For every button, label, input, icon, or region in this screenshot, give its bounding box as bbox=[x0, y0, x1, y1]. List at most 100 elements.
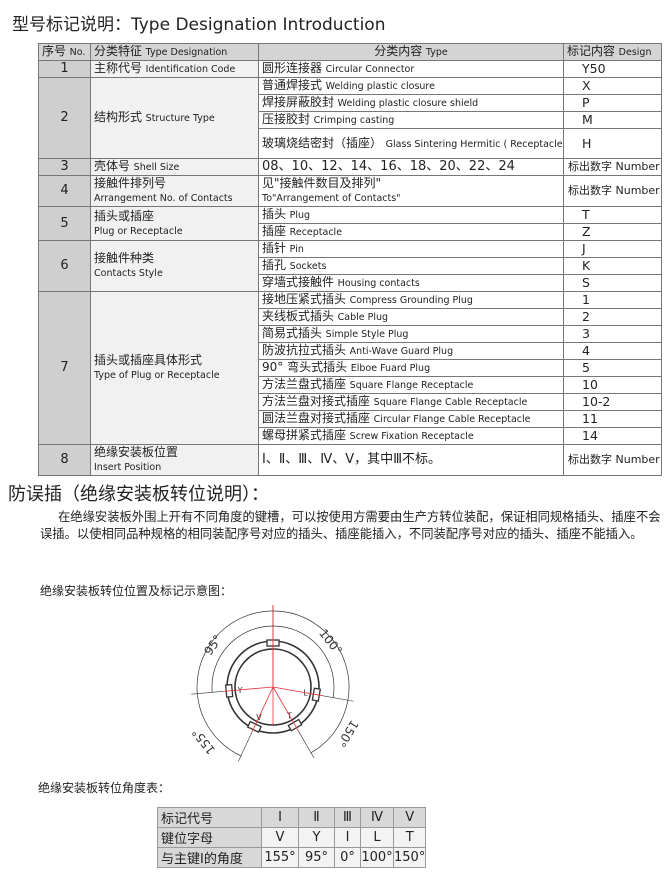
cell: L bbox=[360, 827, 394, 848]
cell: 0° bbox=[334, 847, 361, 868]
type-cell: 简易式插头 Simple Style Plug bbox=[258, 325, 564, 343]
type-cell: 玻璃烧结密封（插座） Glass Sintering Hermitic ( Re… bbox=[258, 128, 564, 159]
type-en: Welding plastic closure bbox=[325, 81, 435, 92]
type-cell: 方法兰盘对接式插座 Square Flange Cable Receptacle bbox=[258, 393, 564, 411]
key-letter: Y bbox=[237, 686, 243, 695]
type-cn: 穿墙式接触件 bbox=[262, 275, 335, 290]
design-code: J bbox=[563, 240, 662, 258]
design-code: 标出数字 Number bbox=[563, 175, 662, 207]
header-cell: 分类特征 Type Designation bbox=[90, 43, 259, 61]
type-cell: 插孔 Sockets bbox=[258, 257, 564, 275]
type-en: Glass Sintering Hermitic ( Receptacle ) bbox=[385, 138, 564, 150]
design-code: 3 bbox=[563, 325, 662, 343]
type-en: Housing contacts bbox=[337, 278, 420, 289]
row-number: 3 bbox=[38, 158, 91, 176]
type-en: Pin bbox=[289, 244, 304, 255]
type-cell: 08、10、12、14、16、18、20、22、24 bbox=[258, 158, 564, 176]
description-paragraph: 在绝缘安装板外围上开有不同角度的键槽，可以按使用方需要由生产方转位装配，保证相同… bbox=[40, 510, 661, 541]
cell: Ⅲ bbox=[334, 807, 361, 828]
table-row: 简易式插头 Simple Style Plug 3 bbox=[39, 325, 662, 343]
feature-en: Identification Code bbox=[145, 64, 236, 75]
dimension-arc bbox=[272, 625, 335, 698]
cell: Y bbox=[298, 827, 335, 848]
type-en: Welding plastic closure shield bbox=[337, 98, 479, 109]
table-row: 5 插头或插座 Plug or Receptacle 插头 Plug T bbox=[38, 206, 662, 241]
table-row: 方法兰盘对接式插座 Square Flange Cable Receptacle… bbox=[39, 393, 662, 411]
angle-label: 150° bbox=[334, 718, 361, 750]
angle-line bbox=[223, 686, 274, 692]
type-cn: 玻璃烧结密封（插座） bbox=[262, 135, 383, 150]
type-en: Receptacle bbox=[289, 227, 343, 238]
feature-cn: 插头或插座具体形式 bbox=[94, 353, 203, 367]
design-code: M bbox=[563, 111, 662, 129]
type-cn: 方法兰盘式插座 bbox=[262, 377, 347, 392]
extension-line bbox=[297, 730, 315, 759]
feature-cell: 接触件排列号 Arrangement No. of Contacts bbox=[90, 175, 259, 207]
table-row: 插座 Receptacle Z bbox=[39, 223, 662, 241]
feature-en: Structure Type bbox=[145, 113, 215, 124]
design-code: Z bbox=[563, 223, 662, 241]
type-cell: 穿墙式接触件 Housing contacts bbox=[258, 274, 564, 292]
type-cn: 插针 bbox=[262, 241, 287, 256]
key-letter: L bbox=[303, 689, 308, 698]
table-row: 穿墙式接触件 Housing contacts S bbox=[39, 274, 662, 292]
cell: 155° bbox=[261, 847, 299, 868]
type-cn: 圆法兰盘对接式插座 bbox=[262, 411, 371, 426]
design-code: 2 bbox=[563, 308, 662, 326]
cell: Ⅴ bbox=[392, 807, 427, 828]
row-number: 7 bbox=[38, 291, 91, 445]
type-cn: 方法兰盘对接式插座 bbox=[262, 394, 371, 409]
type-cn: 08、10、12、14、16、18、20、22、24 bbox=[262, 159, 515, 174]
type-cell: 见"接触件数目及排列" To"Arrangement of Contacts" bbox=[258, 175, 564, 207]
feature-cell: 接触件种类 Contacts Style bbox=[90, 240, 259, 292]
design-code: 标出数字 Number bbox=[563, 158, 662, 176]
type-cell: 螺母拼紧式插座 Screw Fixation Receptacle bbox=[258, 427, 564, 445]
table-row: 6 接触件种类 Contacts Style 插针 Pin J bbox=[38, 240, 662, 292]
design-code: P bbox=[563, 94, 662, 112]
angle-label: 155° bbox=[189, 725, 218, 756]
type-en: Square Flange Receptacle bbox=[349, 380, 474, 391]
cell: T bbox=[392, 827, 427, 848]
angle-table-row-codes: 标记代号 Ⅰ Ⅱ Ⅲ Ⅳ Ⅴ bbox=[157, 807, 427, 828]
feature-cell: 绝缘安装板位置 Insert Position bbox=[90, 444, 259, 476]
extension-line bbox=[322, 695, 354, 702]
insert-rotation-diagram: IYVLT95°155°100°150° bbox=[189, 605, 361, 762]
header-cell: 分类内容 Type bbox=[258, 43, 564, 61]
table-row: 8 绝缘安装板位置 Insert Position Ⅰ、Ⅱ、Ⅲ、Ⅳ、Ⅴ，其中Ⅲ不标。 … bbox=[38, 444, 662, 476]
dimension-arc bbox=[272, 610, 350, 754]
type-en: Cable Plug bbox=[337, 312, 389, 323]
angle-label: 100° bbox=[316, 626, 345, 657]
angle-line bbox=[272, 686, 299, 731]
type-cell: Ⅰ、Ⅱ、Ⅲ、Ⅳ、Ⅴ，其中Ⅲ不标。 bbox=[258, 444, 564, 476]
type-cell: 防波抗拉式插头 Anti-Wave Guard Plug bbox=[258, 342, 564, 360]
design-code: T bbox=[563, 206, 662, 224]
key-letter: V bbox=[256, 713, 262, 722]
type-cell: 压接胶封 Crimping casting bbox=[258, 111, 564, 129]
feature-cell: 结构形式 Structure Type bbox=[90, 77, 259, 159]
type-designation-table: 序号 No. 分类特征 Type Designation 分类内容 Type 标记内容… bbox=[38, 43, 662, 476]
feature-cn: 壳体号 bbox=[94, 159, 131, 174]
type-en: Circular Flange Cable Receptacle bbox=[373, 414, 531, 425]
table-row: 夹线板式插头 Cable Plug 2 bbox=[39, 308, 662, 326]
type-en: Circular Connector bbox=[325, 64, 415, 75]
table-row: 玻璃烧结密封（插座） Glass Sintering Hermitic ( Re… bbox=[39, 128, 662, 159]
angle-line bbox=[272, 686, 323, 697]
header-en: Type bbox=[425, 47, 448, 58]
table-row: 圆法兰盘对接式插座 Circular Flange Cable Receptac… bbox=[39, 410, 662, 428]
design-code: H bbox=[563, 128, 662, 159]
type-en: To"Arrangement of Contacts" bbox=[262, 193, 401, 204]
type-cell: 圆法兰盘对接式插座 Circular Flange Cable Receptac… bbox=[258, 410, 564, 428]
feature-en: Type of Plug or Receptacle bbox=[94, 370, 220, 381]
feature-cell: 插头或插座 Plug or Receptacle bbox=[90, 206, 259, 241]
design-code: 标出数字 Number bbox=[563, 444, 662, 476]
feature-cell: 插头或插座具体形式 Type of Plug or Receptacle bbox=[90, 291, 259, 445]
type-en: Plug bbox=[289, 210, 311, 221]
feature-cn: 绝缘安装板位置 bbox=[94, 445, 179, 460]
cell: V bbox=[261, 827, 299, 848]
angle-table-caption: 绝缘安装板转位角度表： bbox=[38, 781, 171, 795]
type-en: Crimping casting bbox=[313, 115, 395, 126]
design-code: 11 bbox=[563, 410, 662, 428]
header-cn: 序号 bbox=[42, 44, 67, 59]
table-row: 4 接触件排列号 Arrangement No. of Contacts 见"接触件数… bbox=[38, 175, 662, 207]
